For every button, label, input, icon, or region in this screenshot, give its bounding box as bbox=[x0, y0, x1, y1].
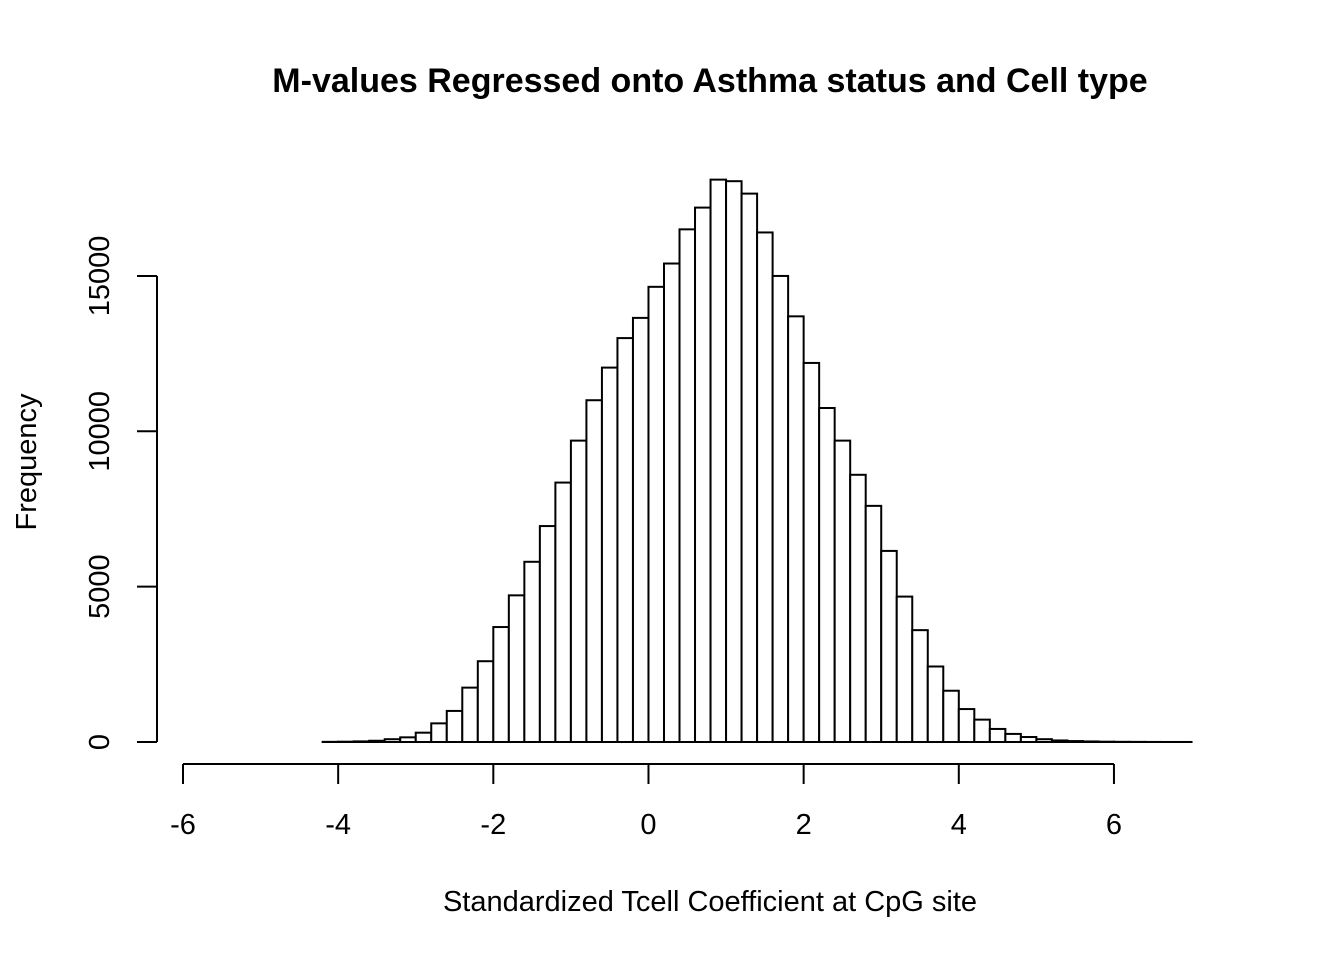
histogram-bar bbox=[492, 626, 510, 744]
x-tick-label: 4 bbox=[951, 809, 967, 841]
histogram-bar bbox=[1081, 740, 1100, 743]
x-tick-label: -6 bbox=[170, 809, 196, 841]
histogram-bar bbox=[678, 228, 697, 744]
histogram-bar bbox=[725, 180, 743, 743]
histogram-bar bbox=[368, 739, 386, 744]
histogram-bar bbox=[771, 274, 790, 743]
histogram-bar bbox=[740, 192, 759, 743]
histogram-bar bbox=[461, 686, 479, 744]
histogram-bar bbox=[926, 665, 945, 743]
histogram-bar bbox=[694, 206, 712, 743]
histogram-bar bbox=[1050, 739, 1069, 743]
y-axis: 0 5000 10000 15000 bbox=[84, 236, 158, 750]
histogram-bar bbox=[585, 399, 603, 743]
x-axis-label: Standardized Tcell Coefficient at CpG si… bbox=[443, 886, 977, 918]
histogram-bar bbox=[631, 316, 650, 743]
x-axis: -6 -4 -2 0 2 4 6 bbox=[170, 763, 1122, 841]
histogram-bar bbox=[756, 231, 774, 743]
histogram-bar bbox=[538, 525, 557, 743]
x-tick-label: -4 bbox=[325, 809, 351, 841]
y-tick-label: 5000 bbox=[84, 554, 116, 619]
histogram-bar bbox=[383, 738, 402, 743]
histogram-bar bbox=[973, 718, 991, 743]
histogram-bar bbox=[507, 594, 526, 744]
histogram-bar bbox=[476, 660, 495, 744]
histogram-bar bbox=[709, 178, 728, 743]
histogram-bars bbox=[321, 178, 1193, 744]
x-tick-label: -2 bbox=[480, 809, 506, 841]
histogram-bar bbox=[352, 740, 371, 744]
y-axis-label: Frequency bbox=[11, 393, 43, 531]
histogram-bar bbox=[942, 689, 960, 743]
histogram-bar bbox=[1035, 738, 1053, 743]
histogram-bar bbox=[662, 262, 681, 743]
histogram-bar bbox=[802, 361, 821, 743]
histogram-bar bbox=[849, 473, 867, 743]
chart-title: M-values Regressed onto Asthma status an… bbox=[272, 62, 1147, 100]
histogram-bar bbox=[414, 731, 433, 744]
histogram-bar bbox=[895, 595, 914, 743]
y-tick-label: 15000 bbox=[84, 236, 116, 317]
histogram-bar bbox=[430, 722, 448, 743]
histogram-bar bbox=[787, 315, 805, 743]
histogram-bar bbox=[616, 337, 634, 743]
histogram-bar bbox=[818, 406, 836, 743]
histogram-bar bbox=[399, 736, 417, 743]
histogram-bar bbox=[569, 439, 588, 743]
histogram-bar bbox=[864, 504, 883, 744]
histogram-bar bbox=[1066, 740, 1084, 743]
histogram-bar bbox=[600, 366, 619, 743]
x-tick-label: 2 bbox=[796, 809, 812, 841]
histogram-bar bbox=[445, 709, 464, 743]
histogram-bar bbox=[554, 481, 572, 743]
histogram-bar bbox=[957, 708, 976, 743]
y-tick-label: 0 bbox=[84, 734, 116, 750]
histogram-bar bbox=[647, 285, 665, 743]
histogram-bar bbox=[988, 727, 1007, 744]
histogram-bar bbox=[833, 439, 852, 743]
histogram-bar bbox=[880, 549, 898, 743]
histogram-bar bbox=[911, 629, 929, 744]
histogram-bar bbox=[1004, 732, 1022, 744]
x-tick-label: 0 bbox=[640, 809, 656, 841]
histogram-bar bbox=[523, 560, 541, 743]
x-tick-label: 6 bbox=[1106, 809, 1122, 841]
histogram-bar bbox=[1019, 736, 1038, 744]
y-tick-label: 10000 bbox=[84, 391, 116, 472]
